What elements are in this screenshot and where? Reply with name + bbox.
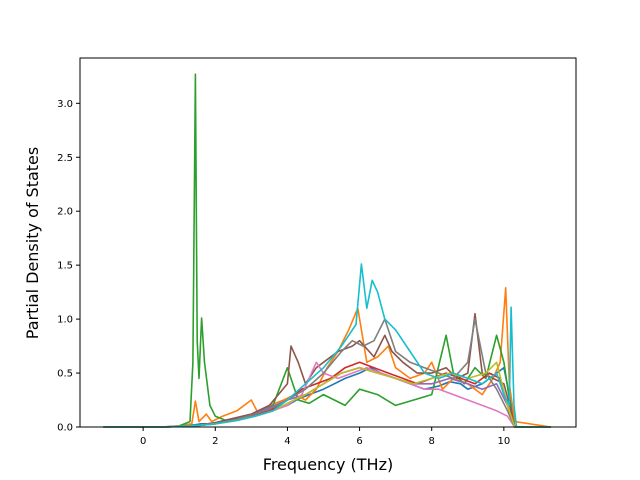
x-tick-label: 0 <box>140 436 146 447</box>
x-axis-label: Frequency (THz) <box>263 455 393 474</box>
x-axis-ticks: 0 2 4 6 8 10 <box>140 427 510 447</box>
y-tick-label: 0.5 <box>57 369 73 380</box>
series-line-10 <box>103 263 551 428</box>
y-tick-label: 1.5 <box>57 261 73 272</box>
series-line-6 <box>103 312 551 428</box>
series-line-3 <box>103 73 551 428</box>
x-tick-label: 6 <box>356 436 362 447</box>
y-tick-label: 1.0 <box>57 315 73 326</box>
series-line-8 <box>103 318 551 428</box>
plot-frame <box>79 57 577 428</box>
x-tick-label: 8 <box>429 436 435 447</box>
x-tick-label: 2 <box>212 436 218 447</box>
y-tick-label: 0.0 <box>57 423 73 434</box>
y-axis-ticks: 0.0 0.5 1.0 1.5 2.0 2.5 3.0 <box>57 99 80 434</box>
x-tick-label: 4 <box>284 436 290 447</box>
x-tick-label: 10 <box>497 436 510 447</box>
y-axis-label: Partial Density of States <box>23 147 42 339</box>
y-tick-label: 2.5 <box>57 153 73 164</box>
plot-lines <box>103 73 551 428</box>
y-tick-label: 2.0 <box>57 207 73 218</box>
y-tick-label: 3.0 <box>57 99 73 110</box>
series-line-2 <box>103 287 551 428</box>
